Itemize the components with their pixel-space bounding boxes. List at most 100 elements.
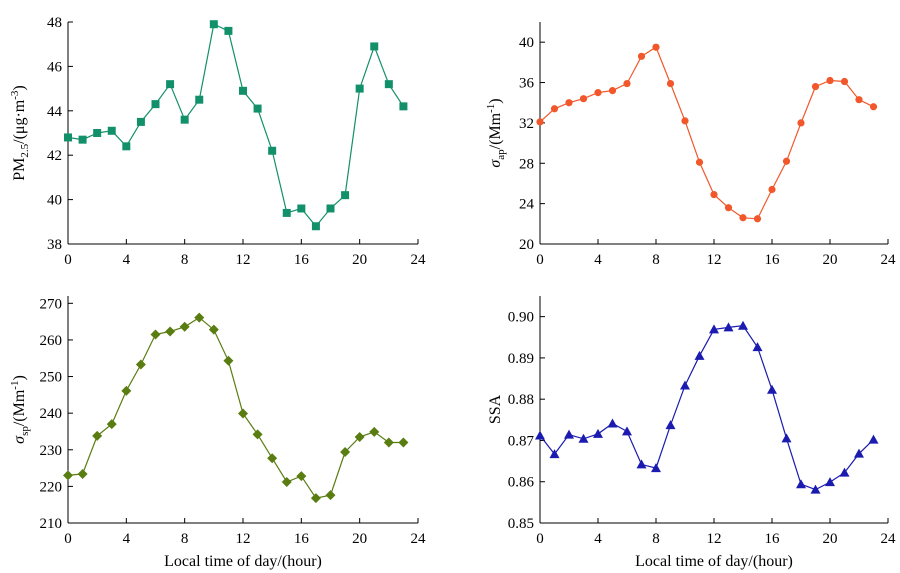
data-point <box>579 95 588 103</box>
series-line <box>67 316 404 499</box>
x-tick-label: 16 <box>765 252 781 268</box>
data-point <box>680 380 690 390</box>
data-point <box>665 420 676 430</box>
data-point <box>267 453 278 464</box>
y-tick-label: 270 <box>40 296 63 312</box>
data-point <box>268 146 277 155</box>
data-point <box>180 115 189 124</box>
y-tick-label: 210 <box>40 516 63 532</box>
x-tick-label: 20 <box>823 252 838 268</box>
data-point <box>839 467 850 477</box>
series-line <box>67 23 404 228</box>
data-point <box>297 204 306 213</box>
x-tick-label: 8 <box>181 252 189 268</box>
x-tick-label: 4 <box>123 531 131 547</box>
data-point <box>535 430 545 440</box>
data-point <box>195 95 204 104</box>
x-tick-label: 12 <box>707 252 722 268</box>
data-point <box>694 350 705 360</box>
data-point <box>325 490 336 501</box>
data-point <box>550 105 559 113</box>
data-point <box>796 479 806 489</box>
data-point <box>578 433 589 443</box>
data-point <box>399 102 408 111</box>
x-tick-label: 24 <box>881 531 897 547</box>
data-point <box>209 20 218 29</box>
data-point <box>384 80 393 89</box>
x-tick-label: 12 <box>236 252 251 268</box>
data-point <box>594 89 602 97</box>
data-point <box>354 431 365 442</box>
x-tick-label: 20 <box>823 531 838 547</box>
ssa-panel: 0 4 8 12 16 20 24 0.85 0.86 0.87 0.88 0.89 0.90 SSA Lo… <box>487 296 896 570</box>
data-point <box>710 190 718 199</box>
data-point <box>107 126 116 135</box>
data-point <box>564 429 574 439</box>
data-point <box>753 215 762 223</box>
x-tick-label: 24 <box>411 252 427 268</box>
data-point <box>165 326 176 337</box>
data-point <box>296 471 307 482</box>
data-point <box>797 119 805 127</box>
data-point <box>135 359 146 370</box>
y-tick-label: 44 <box>47 104 63 120</box>
x-tick-label: 24 <box>411 531 427 547</box>
data-point <box>782 157 791 165</box>
x-axis-title: Local time of day/(hour) <box>164 553 322 570</box>
x-tick-label: 4 <box>123 252 131 268</box>
data-point <box>666 79 675 88</box>
y-tick-label: 0.87 <box>508 433 535 449</box>
series-line <box>539 46 874 220</box>
y-tick-label: 0.89 <box>508 351 534 367</box>
x-tick-label: 8 <box>181 531 189 547</box>
y-axis-title: σap/(Mm-1) <box>485 98 507 167</box>
data-point <box>208 324 219 335</box>
data-point <box>607 418 618 428</box>
y-axis-title: PM2.5/(μg·m-3) <box>9 85 31 181</box>
x-tick-label: 12 <box>707 531 722 547</box>
y-tick-label: 0.88 <box>508 392 534 408</box>
y-tick-label: 0.85 <box>508 516 534 532</box>
x-tick-label: 4 <box>594 531 602 547</box>
data-point <box>370 42 379 51</box>
data-point <box>398 437 409 448</box>
y-tick-label: 250 <box>40 370 63 386</box>
y-tick-label: 20 <box>519 237 534 253</box>
x-tick-label: 8 <box>652 252 660 268</box>
data-point <box>695 158 704 166</box>
series-line <box>539 325 874 491</box>
data-point <box>840 77 849 86</box>
data-point <box>536 118 544 126</box>
x-tick-label: 0 <box>536 531 544 547</box>
y-tick-label: 32 <box>519 116 534 132</box>
data-point <box>623 79 631 88</box>
y-tick-label: 230 <box>40 443 63 459</box>
data-point <box>93 129 102 137</box>
x-tick-label: 24 <box>881 252 897 268</box>
data-point <box>637 52 646 60</box>
data-point <box>608 87 617 95</box>
data-point <box>652 43 660 51</box>
x-tick-label: 0 <box>64 252 72 268</box>
data-point <box>194 312 205 323</box>
data-point <box>282 208 291 217</box>
data-point <box>738 320 748 330</box>
y-tick-label: 0.90 <box>508 310 534 326</box>
data-point <box>238 408 248 419</box>
data-point <box>810 484 821 494</box>
y-tick-label: 260 <box>40 333 63 349</box>
x-tick-label: 20 <box>352 531 367 547</box>
data-point <box>825 477 835 487</box>
x-tick-label: 8 <box>652 531 660 547</box>
x-tick-label: 16 <box>294 252 310 268</box>
data-point <box>622 426 632 436</box>
data-point <box>723 322 734 332</box>
x-tick-label: 0 <box>536 252 544 268</box>
x-axis-title: Local time of day/(hour) <box>635 553 793 570</box>
data-point <box>166 80 175 89</box>
data-point <box>64 133 72 142</box>
y-axis-title: σsp/(Mm-1) <box>9 375 31 444</box>
data-point <box>252 429 263 440</box>
y-tick-label: 220 <box>40 479 63 495</box>
